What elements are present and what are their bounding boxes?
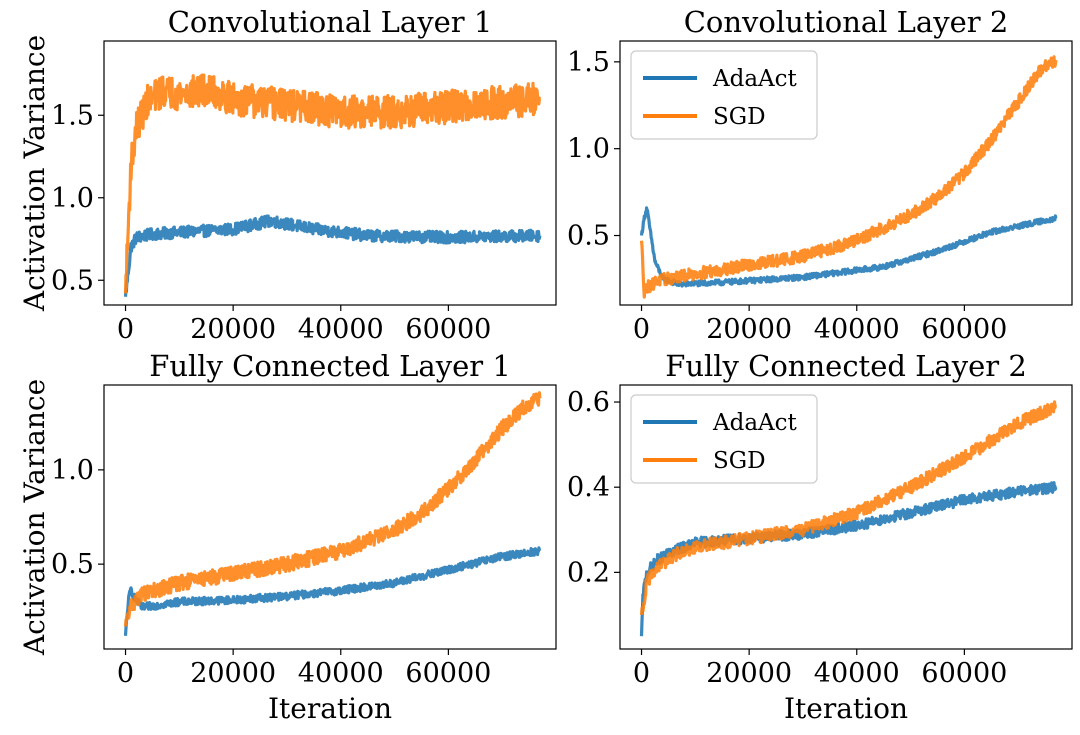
x-tick-label: 20000 [706,658,792,689]
axes-frame-fc-layer-2 [619,384,1073,650]
axes-frame-conv-layer-1 [103,40,557,306]
subplot-conv-layer-1: 0 20000 40000 60000 0.5 1.0 1.5 Convolutional L… [18,5,557,345]
legend-label-sgd: SGD [713,448,766,474]
x-tick-label: 60000 [405,658,491,689]
legend-label-adaact: AdaAct [712,66,798,92]
x-axis-label: Iteration [784,692,908,725]
legend-label-sgd: SGD [713,104,766,130]
subplot-fc-layer-1: 0 20000 40000 60000 0.5 1.0 Fully Connected La… [18,349,557,725]
y-tick-label: 1.0 [51,455,94,486]
x-tick-label: 20000 [706,314,792,345]
x-tick-label: 60000 [921,658,1007,689]
y-tick-label: 1.5 [567,47,610,78]
x-tick-label: 60000 [405,314,491,345]
subplot-conv-layer-2: 0 20000 40000 60000 0.5 1.0 1.5 Convolutional L… [567,5,1073,345]
y-axis-label: Activation Variance [18,35,51,312]
x-tick-label: 40000 [814,658,900,689]
series-line-adaact-fc-layer-1 [123,546,542,636]
y-tick-label: 1.0 [51,183,94,214]
x-tick-label: 0 [633,658,650,689]
x-tick-label: 40000 [298,658,384,689]
chart-title-fc-layer-1: Fully Connected Layer 1 [149,349,511,383]
y-axis-label: Activation Variance [18,379,51,656]
y-tick-label: 0.5 [51,265,94,296]
legend-label-adaact: AdaAct [712,410,798,436]
x-tick-label: 20000 [190,658,276,689]
axes-frame-fc-layer-1 [103,384,557,650]
x-axis-label: Iteration [268,692,392,725]
series-line-sgd-conv-layer-1 [123,73,542,294]
chart-title-fc-layer-2: Fully Connected Layer 2 [665,349,1027,383]
x-tick-label: 40000 [814,314,900,345]
x-tick-label: 0 [633,314,650,345]
legend-conv-layer-2: AdaAct SGD [630,50,818,140]
x-tick-label: 20000 [190,314,276,345]
y-tick-label: 0.5 [567,221,610,252]
chart-title-conv-layer-2: Convolutional Layer 2 [684,5,1009,39]
y-tick-label: 1.0 [567,134,610,165]
series-line-sgd-fc-layer-2 [639,400,1058,616]
x-tick-label: 60000 [921,314,1007,345]
legend-fc-layer-2: AdaAct SGD [630,394,818,484]
y-tick-label: 1.5 [51,100,94,131]
series-line-adaact-conv-layer-1 [123,214,542,297]
y-tick-label: 0.5 [51,549,94,580]
series-line-adaact-fc-layer-2 [639,481,1058,637]
x-tick-label: 0 [117,314,134,345]
y-tick-label: 0.4 [567,472,610,503]
y-tick-label: 0.2 [567,557,610,588]
x-tick-label: 0 [117,658,134,689]
x-tick-label: 40000 [298,314,384,345]
series-line-adaact-conv-layer-2 [639,206,1058,288]
series-line-sgd-conv-layer-2 [639,55,1058,299]
axes-frame-conv-layer-2 [619,40,1073,306]
subplot-fc-layer-2: 0 20000 40000 60000 0.2 0.4 0.6 Fully Connected… [567,349,1073,725]
chart-title-conv-layer-1: Convolutional Layer 1 [168,5,493,39]
y-tick-label: 0.6 [567,387,610,418]
series-line-sgd-fc-layer-1 [123,391,542,627]
